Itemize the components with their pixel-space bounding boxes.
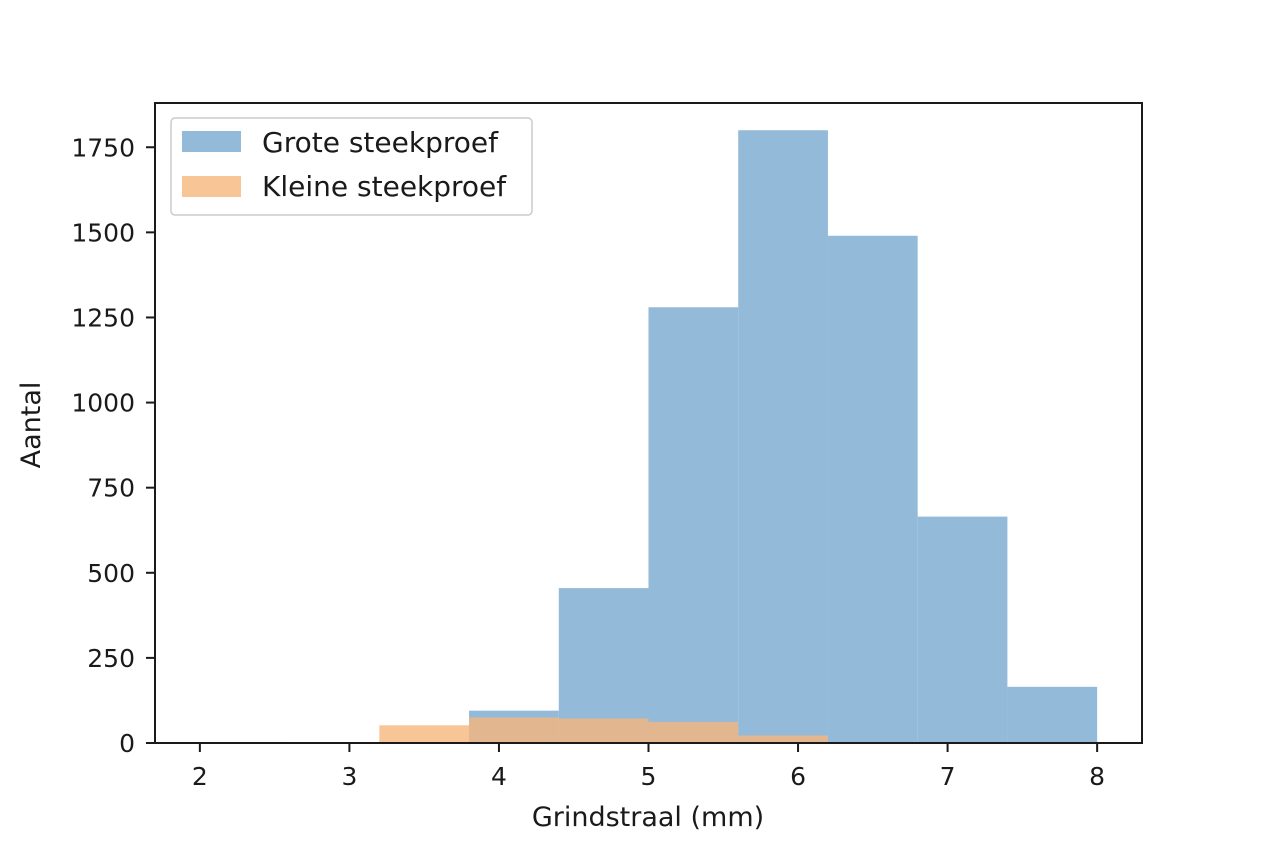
legend: Grote steekproef Kleine steekproef bbox=[170, 117, 533, 216]
large-sample-bar-4 bbox=[827, 235, 918, 743]
x-tick-label: 6 bbox=[790, 762, 806, 791]
large-sample-bars bbox=[469, 130, 1098, 744]
legend-swatch-small-sample bbox=[182, 176, 241, 197]
legend-label-small-sample: Kleine steekproef bbox=[262, 170, 507, 203]
y-tick-label: 0 bbox=[119, 729, 135, 758]
y-axis-title: Aantal bbox=[16, 382, 47, 469]
large-sample-bar-1 bbox=[558, 588, 649, 743]
y-tick-label: 500 bbox=[87, 559, 135, 588]
large-sample-bar-3 bbox=[738, 130, 828, 744]
large-sample-bar-6 bbox=[1007, 686, 1098, 743]
y-tick-label: 1750 bbox=[71, 133, 135, 162]
small-sample-bar-4 bbox=[648, 721, 739, 743]
x-tick-label: 8 bbox=[1089, 762, 1105, 791]
x-tick-label: 7 bbox=[940, 762, 956, 791]
legend-swatch-large-sample bbox=[182, 131, 241, 152]
x-tick-label: 4 bbox=[491, 762, 507, 791]
large-sample-bar-5 bbox=[917, 516, 1008, 743]
legend-label-large-sample: Grote steekproef bbox=[262, 126, 499, 159]
legend-box bbox=[170, 117, 533, 216]
small-sample-bars bbox=[289, 717, 828, 743]
small-sample-bar-2 bbox=[469, 717, 559, 743]
y-tick-label: 250 bbox=[87, 644, 135, 673]
y-tick-label: 750 bbox=[87, 474, 135, 503]
y-axis: 0 250 500 750 1000 1250 1500 1750 bbox=[71, 133, 155, 758]
plot-area bbox=[154, 102, 1143, 744]
y-tick-label: 1500 bbox=[71, 218, 135, 247]
x-tick-label: 2 bbox=[192, 762, 208, 791]
small-sample-bar-5 bbox=[738, 735, 828, 743]
y-tick-label: 1000 bbox=[71, 389, 135, 418]
x-axis: 2 3 4 5 6 7 8 bbox=[192, 743, 1105, 791]
y-tick-label: 1250 bbox=[71, 303, 135, 332]
x-tick-label: 3 bbox=[341, 762, 357, 791]
small-sample-bar-3 bbox=[558, 718, 649, 743]
x-axis-title: Grindstraal (mm) bbox=[532, 802, 764, 833]
small-sample-bar-1 bbox=[379, 725, 470, 743]
x-tick-label: 5 bbox=[641, 762, 657, 791]
large-sample-bar-2 bbox=[648, 307, 739, 743]
